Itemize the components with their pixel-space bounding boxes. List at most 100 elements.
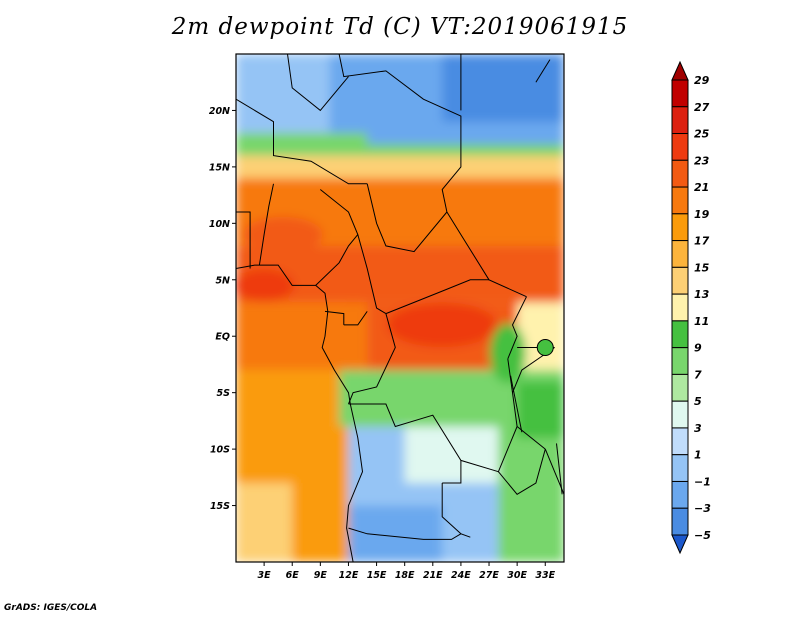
country-border [442, 460, 462, 484]
country-border [343, 311, 368, 326]
y-tick-label: 5S [217, 388, 231, 399]
country-border [366, 183, 448, 253]
x-tick-label: 9E [314, 570, 328, 581]
field-patch [329, 65, 443, 122]
country-border [236, 98, 368, 185]
x-tick-label: 24E [451, 570, 471, 581]
colorbar-label: 27 [694, 101, 710, 114]
colorbar-segment [671, 60, 689, 81]
colorbar-label: 29 [694, 74, 710, 87]
x-tick-label: 18E [395, 570, 415, 581]
x-tick-label: 33E [535, 570, 555, 581]
lake-victoria [536, 339, 554, 357]
colorbar-label: 25 [694, 128, 710, 141]
grads-credit: GrADS: IGES/COLA [4, 603, 98, 613]
x-tick-label: 27E [479, 570, 499, 581]
y-tick-label: 20N [209, 106, 230, 117]
colorbar-segment [671, 240, 689, 268]
y-tick-label: 5N [215, 275, 230, 286]
lake-malawi [556, 443, 563, 495]
colorbar-label: 11 [694, 315, 709, 328]
colorbar-segment [671, 106, 689, 135]
colorbar-label: −5 [694, 529, 711, 542]
colorbar-label: −1 [694, 475, 711, 488]
y-tick-label: 15N [209, 162, 230, 173]
country-border [441, 483, 462, 535]
y-tick-label: 10N [209, 219, 230, 230]
colorbar-segment [671, 266, 689, 295]
field-patch [236, 302, 368, 371]
field-patch [498, 426, 564, 562]
colorbar-label: 13 [694, 288, 710, 301]
colorbar-segment [671, 186, 689, 215]
colorbar-label: 21 [694, 181, 709, 194]
x-tick-label: 15E [367, 570, 387, 581]
field-patch [517, 381, 564, 438]
country-border [507, 296, 527, 359]
colorbar-label: 1 [694, 449, 702, 462]
colorbar: 29 27 25 23 21 19 17 15 13 11 9 7 5 3 1 −1 −3 −5 [671, 60, 711, 555]
colorbar-label: 15 [694, 261, 710, 274]
colorbar-segment [671, 400, 689, 429]
colorbar-segment [671, 79, 689, 108]
field-patch [236, 269, 295, 302]
country-border [315, 234, 359, 286]
country-border [236, 264, 364, 562]
colorbar-segment [671, 454, 689, 482]
country-border [385, 279, 489, 315]
colorbar-label: 7 [694, 368, 702, 381]
field-blur-group [236, 54, 564, 562]
colorbar-label: 17 [694, 235, 710, 248]
dewpoint-field [236, 54, 564, 562]
country-border [324, 310, 345, 325]
colorbar-segment [671, 293, 689, 322]
x-tick-label: 30E [507, 570, 527, 581]
x-tick-label: 21E [423, 570, 443, 581]
colorbar-label: 9 [694, 342, 702, 355]
colorbar-segment [671, 480, 689, 509]
country-borders [236, 54, 564, 562]
colorbar-segment [671, 320, 689, 349]
country-border [236, 211, 251, 269]
colorbar-label: 3 [694, 422, 702, 435]
country-border [319, 189, 387, 315]
country-border [348, 527, 471, 540]
colorbar-label: −3 [694, 502, 711, 515]
colorbar-segment [671, 159, 689, 188]
y-tick-label: 15S [210, 501, 230, 512]
x-tick-label: 3E [258, 570, 272, 581]
field-patch [348, 245, 564, 303]
x-tick-label: 6E [286, 570, 300, 581]
country-border [287, 54, 349, 112]
colorbar-segment [671, 534, 689, 555]
colorbar-label: 5 [694, 395, 702, 408]
field-patch [442, 54, 564, 122]
country-border [498, 448, 546, 495]
colorbar-segment [671, 213, 689, 242]
country-border [348, 313, 396, 405]
country-border [258, 183, 274, 266]
field-patch [348, 505, 443, 562]
y-tick-label: EQ [215, 332, 230, 343]
colorbar-label: 19 [694, 208, 710, 221]
colorbar-segment [671, 133, 689, 161]
lake-nasser [535, 59, 551, 83]
colorbar-label: 23 [694, 154, 710, 167]
colorbar-segment [671, 507, 689, 536]
colorbar-segment [671, 427, 689, 456]
y-tick-label: 10S [210, 445, 230, 456]
field-patch [236, 482, 293, 562]
country-border [446, 211, 527, 298]
field-patch [387, 302, 498, 347]
country-border [338, 54, 462, 213]
colorbar-segment [671, 347, 689, 375]
lake-tanganyika [510, 375, 523, 433]
colorbar-segment [671, 373, 689, 402]
chart-title: 2m dewpoint Td (C) VT:2019061915 [171, 14, 629, 40]
y-axis: 20N 15N 10N 5N EQ 5S 10S 15S [209, 106, 236, 512]
map-frame [235, 53, 565, 563]
field-patch [404, 426, 508, 483]
x-tick-label: 12E [339, 570, 359, 581]
